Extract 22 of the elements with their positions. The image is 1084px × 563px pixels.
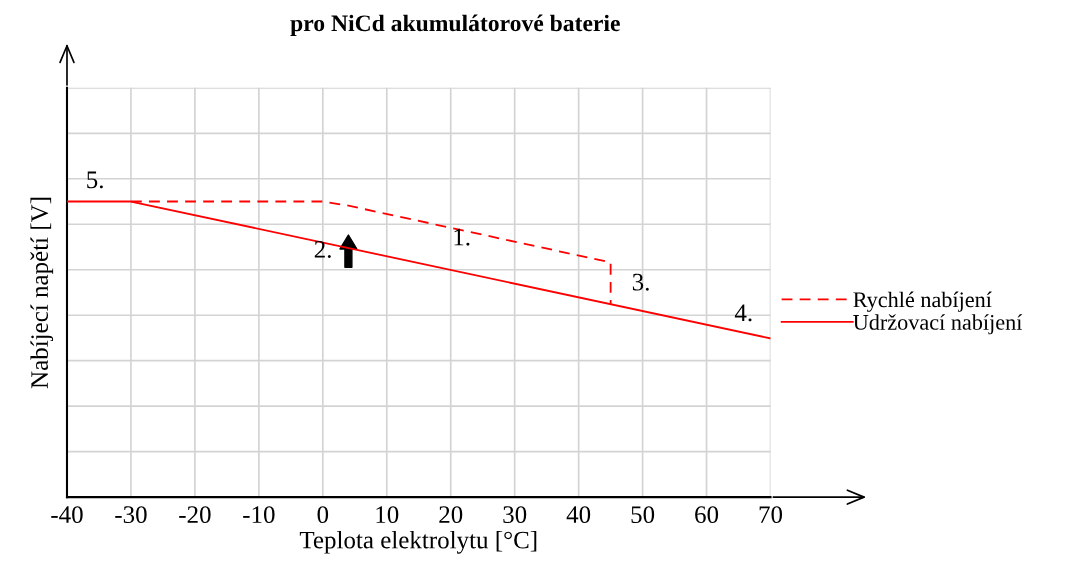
chart-title: pro NiCd akumulátorové baterie xyxy=(290,14,620,37)
legend-label: Rychlé nabíjení xyxy=(853,291,992,312)
annotation: 1. xyxy=(454,228,470,246)
x-tick-label: 50 xyxy=(631,506,655,524)
x-tick-label: -10 xyxy=(243,506,275,524)
x-tick-label: 60 xyxy=(695,506,719,524)
x-tick-label: -40 xyxy=(51,506,83,524)
x-tick-label: 0 xyxy=(317,506,329,524)
x-tick-label: 10 xyxy=(376,506,399,524)
text: 5. xyxy=(87,171,103,189)
annotation: 2. xyxy=(314,241,331,258)
annotation: 3. xyxy=(632,273,649,291)
x-tick-label: 70 xyxy=(759,506,783,524)
x-tick-label: 20 xyxy=(439,506,463,524)
x-tick-label: 40 xyxy=(566,506,591,524)
y-axis-title: Nabíjecí napětí [V] xyxy=(30,197,54,389)
x-axis-title: Teplota elektrolytu [°C] xyxy=(299,530,537,554)
legend-label: Udržovací nabíjení xyxy=(853,314,1023,335)
x-tick-label: 30 xyxy=(503,506,527,524)
x-tick-label: -30 xyxy=(115,506,147,524)
x-tick-label: -20 xyxy=(179,506,211,524)
annotation: 4. xyxy=(734,304,752,322)
